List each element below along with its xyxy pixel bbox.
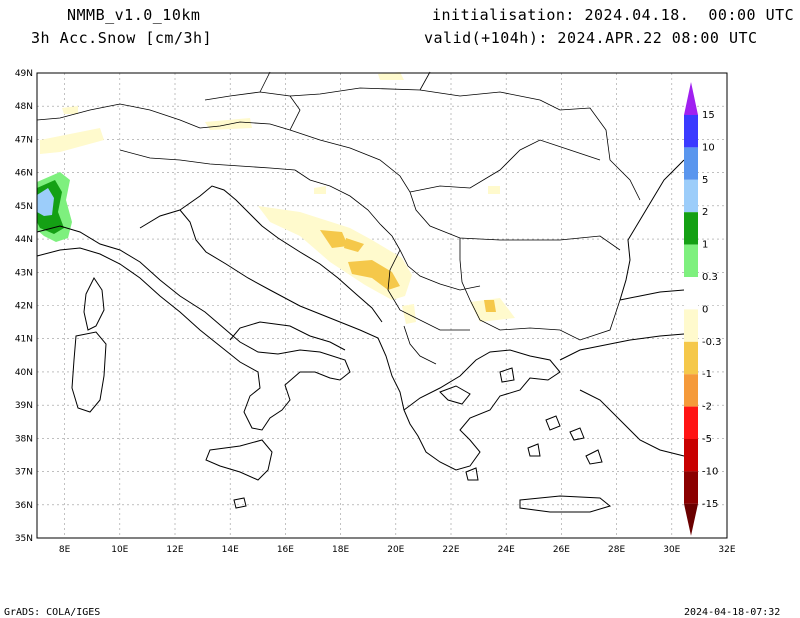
bulgaria-snow: [484, 300, 496, 312]
lon-label: 12E: [166, 545, 183, 555]
north-snow-light2: [378, 72, 404, 80]
init-time: initialisation: 2024.04.18. 00:00 UTC: [432, 6, 795, 24]
lon-label: 10E: [111, 545, 128, 555]
legend-level-label: 0: [702, 304, 708, 315]
legend-level-label: 10: [702, 142, 715, 153]
legend-level-label: -5: [702, 434, 712, 445]
lat-label: 38N: [15, 434, 33, 444]
lat-label: 41N: [15, 335, 33, 345]
legend-top-arrow: [684, 82, 698, 115]
lat-label: 37N: [15, 468, 33, 478]
legend-level-label: 1: [702, 240, 708, 251]
legend-swatch: [684, 341, 698, 375]
lon-label: 16E: [277, 545, 294, 555]
lon-label: 20E: [387, 545, 404, 555]
legend-swatch: [684, 212, 698, 245]
render-time: 2024-04-18-07:32: [684, 607, 781, 618]
model-title: NMMB_v1.0_10km: [67, 6, 201, 24]
lat-label: 45N: [15, 202, 33, 212]
map-frame: [36, 72, 728, 539]
longitude-labels: 8E 10E 12E 14E 16E 18E 20E 22E 24E 26E 28E 30E 32E: [59, 545, 736, 555]
legend-swatch: [684, 179, 698, 213]
variable-title: 3h Acc.Snow [cm/3h]: [31, 29, 213, 47]
small-snow-1: [314, 186, 326, 194]
lat-lon-grid: [37, 73, 727, 538]
small-snow-3: [62, 106, 78, 114]
lon-label: 24E: [498, 545, 515, 555]
legend-swatch: [684, 147, 698, 180]
legend-level-label: -1: [702, 369, 712, 380]
legend-swatch: [684, 439, 698, 472]
lat-label: 42N: [15, 302, 33, 312]
bosnia-snow-2: [344, 238, 364, 252]
legend-level-label: -15: [702, 499, 718, 510]
lon-label: 22E: [442, 545, 459, 555]
albania-snow-light: [402, 304, 416, 324]
legend-swatch: [684, 374, 698, 407]
lat-label: 47N: [15, 135, 33, 145]
valid-time: valid(+104h): 2024.APR.22 08:00 UTC: [424, 29, 758, 47]
montenegro-snow: [348, 260, 400, 290]
legend-swatch: [684, 406, 698, 439]
legend-swatch: [684, 115, 698, 148]
lon-label: 14E: [222, 545, 239, 555]
small-snow-2: [488, 186, 500, 194]
lat-label: 46N: [15, 169, 33, 179]
legend-swatch: [684, 471, 698, 504]
legend-level-label: -2: [702, 402, 712, 413]
legend-level-label: 0.3: [702, 272, 718, 283]
lat-label: 40N: [15, 368, 33, 378]
legend-swatch: [684, 309, 698, 342]
lon-label: 30E: [663, 545, 680, 555]
legend-swatch: [684, 277, 698, 310]
legend-bottom-arrow: [684, 503, 698, 536]
lon-label: 26E: [553, 545, 570, 555]
lat-label: 39N: [15, 401, 33, 411]
lon-label: 32E: [718, 545, 735, 555]
legend-level-label: -10: [702, 466, 718, 477]
lat-label: 49N: [15, 69, 33, 79]
legend-swatch: [684, 244, 698, 277]
lat-label: 36N: [15, 501, 33, 511]
legend-level-label: 5: [702, 175, 708, 186]
lat-label: 44N: [15, 235, 33, 245]
lon-label: 28E: [608, 545, 625, 555]
grads-credit: GrADS: COLA/IGES: [4, 607, 101, 618]
alps-snow-light: [40, 128, 104, 154]
latitude-labels: 49N 48N 47N 46N 45N 44N 43N 42N 41N 40N 39N 38N 37N 3…: [15, 69, 33, 544]
country-borders: [36, 71, 641, 365]
coastlines: [36, 159, 685, 513]
lon-label: 8E: [59, 545, 71, 555]
lat-label: 43N: [15, 268, 33, 278]
lat-label: 35N: [15, 534, 33, 544]
color-legend: 15 10 5 2 1 0.3 0 -0.3 -1 -2 -5 -10 -15: [684, 82, 722, 536]
legend-level-label: 2: [702, 207, 708, 218]
lat-label: 48N: [15, 102, 33, 112]
lon-label: 18E: [332, 545, 349, 555]
legend-level-label: 15: [702, 110, 715, 121]
legend-level-label: -0.3: [702, 337, 722, 348]
alps-snow-blue: [37, 188, 54, 216]
snow-areas: [37, 72, 515, 324]
bosnia-snow-1: [320, 230, 348, 248]
